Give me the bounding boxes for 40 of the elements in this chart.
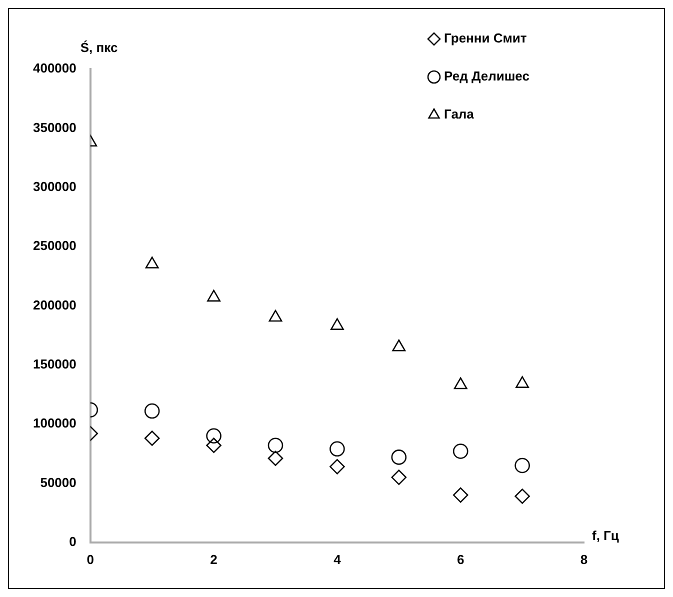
legend-label: Гала — [444, 106, 475, 122]
legend-label: Гренни Смит — [444, 30, 527, 46]
point — [330, 318, 344, 330]
point — [206, 438, 222, 454]
y-tick-label: 400000 — [32, 60, 76, 76]
point — [516, 376, 530, 388]
point — [144, 403, 160, 419]
y-tick-label: 200000 — [32, 297, 76, 312]
point — [144, 430, 160, 446]
point — [206, 428, 222, 444]
y-tick-label: 150000 — [32, 356, 76, 372]
y-axis-title: Ś, пкс — [80, 40, 118, 56]
point — [330, 441, 345, 457]
y-tick-label: 50000 — [40, 474, 76, 490]
point — [454, 377, 468, 390]
point — [145, 256, 159, 268]
point — [391, 470, 407, 485]
point — [514, 488, 530, 504]
point — [268, 438, 284, 454]
y-tick-label: 250000 — [32, 238, 76, 254]
point — [452, 487, 468, 503]
y-tick-label: 350000 — [32, 120, 76, 135]
point — [268, 310, 282, 322]
point — [452, 444, 468, 459]
y-tick-label: 300000 — [32, 178, 76, 194]
point — [268, 450, 284, 466]
point — [514, 458, 530, 474]
x-tick-label: 0 — [86, 552, 94, 567]
x-tick-label: 8 — [580, 552, 588, 567]
legend-label: Ред Делишес — [444, 68, 530, 84]
x-tick-label: 6 — [456, 552, 464, 567]
x-tick-label: 2 — [210, 552, 218, 567]
point — [330, 459, 345, 474]
point — [392, 339, 406, 352]
point — [391, 450, 407, 465]
x-axis-title: f, Гц — [592, 528, 619, 543]
y-tick-label: 100000 — [32, 416, 76, 431]
x-tick-label: 4 — [334, 552, 342, 567]
y-tick-label: 0 — [69, 534, 76, 549]
point — [207, 290, 220, 302]
